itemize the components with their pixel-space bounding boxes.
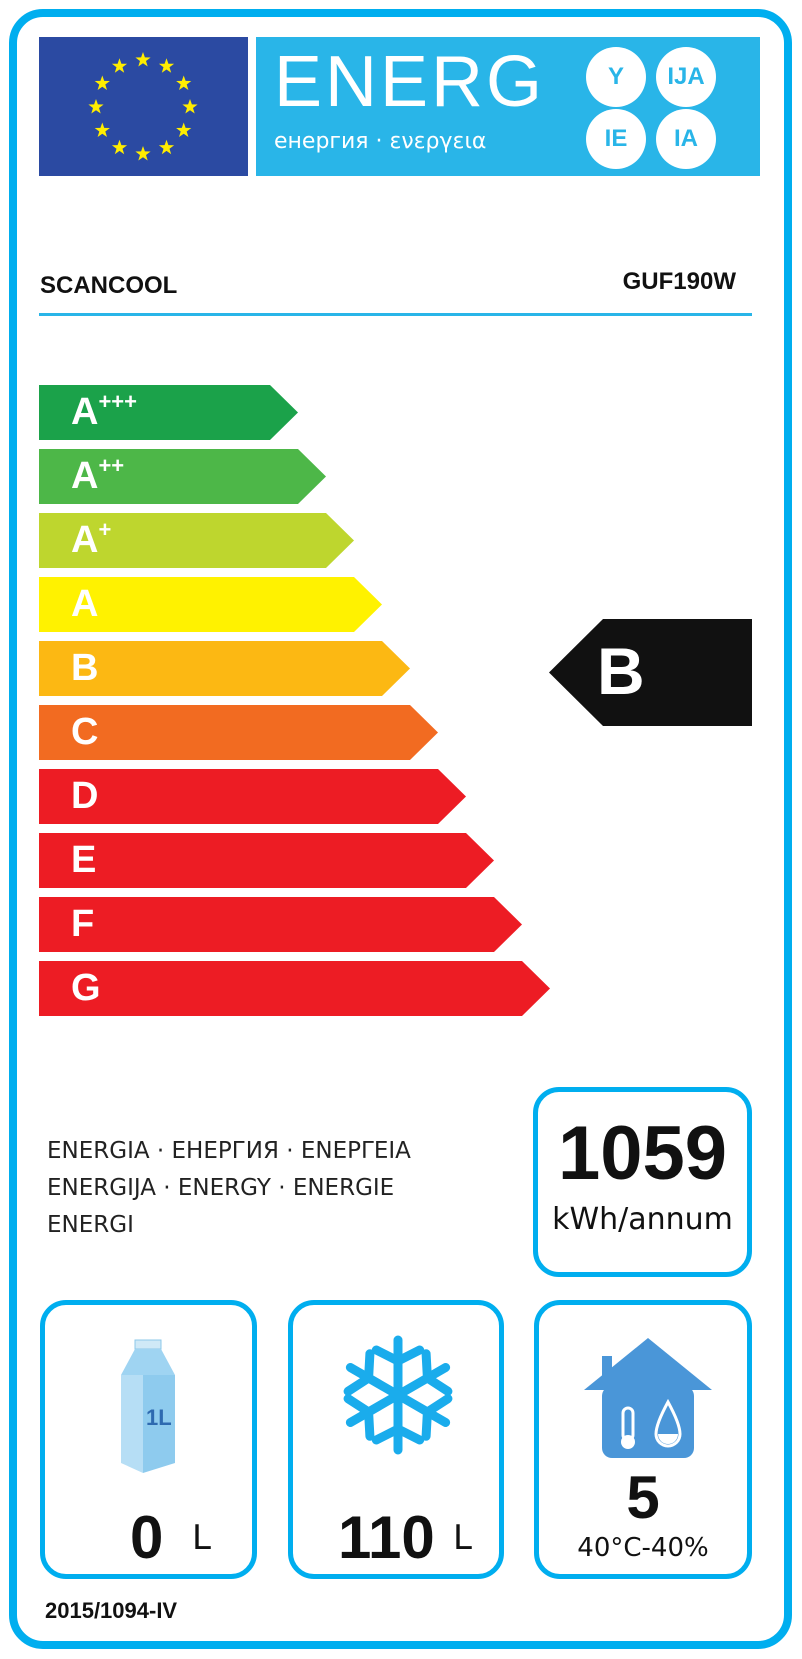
frozen-value: 110: [338, 1504, 435, 1571]
scale-bar: G: [39, 961, 550, 1016]
regulation-number: 2015/1094-IV: [45, 1598, 178, 1623]
suffix-ie: IE: [586, 109, 646, 169]
suffix-ia: IA: [656, 109, 716, 169]
star-icon: [88, 99, 104, 114]
scale-class-label: A+: [71, 517, 112, 561]
snowflake-arm: [393, 1349, 453, 1400]
star-icon: [135, 146, 151, 161]
scale-class-label: A+++: [71, 389, 137, 433]
eu-flag: [39, 37, 248, 176]
energy-word: ENERG: [274, 42, 546, 122]
star-icon: [182, 99, 198, 114]
snowflake-arm: [371, 1335, 425, 1400]
frozen-unit: L: [453, 1518, 472, 1558]
snowflake-icon: [343, 1335, 453, 1455]
scale-bar: E: [39, 833, 494, 888]
star-icon: [176, 75, 192, 90]
chilled-unit: L: [192, 1518, 211, 1558]
scale-bar: A++: [39, 449, 326, 504]
scale-class-label: G: [71, 967, 101, 1009]
scale-bar: B: [39, 641, 410, 696]
energy-text-line: ENERGIJA · ENERGY · ENERGIE: [47, 1175, 395, 1201]
scale-class-label: B: [71, 647, 99, 689]
energy-banner: ENERG енергия · ενεργεια Y IJA IE IA: [256, 37, 760, 176]
supplier-name: SCANCOOL: [40, 272, 178, 299]
scale-bar: A+: [39, 513, 354, 568]
energy-subtitle: енергия · ενεργεια: [274, 129, 487, 154]
chilled-value: 0: [130, 1504, 164, 1571]
scale-class-label: E: [71, 839, 97, 881]
star-icon: [111, 58, 128, 73]
milk-carton-icon: 1L: [121, 1339, 175, 1473]
star-icon: [176, 122, 192, 137]
star-icon: [135, 52, 151, 67]
suffix-y: Y: [586, 47, 646, 107]
star-icon: [158, 139, 175, 155]
divider: [39, 313, 752, 316]
climate-class: 5: [626, 1464, 660, 1531]
star-icon: [158, 58, 175, 73]
snowflake-arm: [343, 1390, 403, 1441]
snowflake-arm: [393, 1390, 453, 1441]
scale-class-label: A: [71, 583, 99, 625]
snowflake-arm: [371, 1390, 425, 1455]
energy-text-line: ENERGI: [47, 1212, 134, 1238]
scale-bar: C: [39, 705, 438, 760]
chilled-volume-box: 1L 0 L: [40, 1300, 257, 1579]
suffix-ija: IJA: [656, 47, 716, 107]
star-icon: [94, 75, 110, 90]
rating-class: B: [597, 634, 645, 708]
rating-arrow: B: [549, 619, 752, 726]
scale-class-label: A++: [71, 453, 125, 497]
label-frame: [9, 9, 792, 1649]
scale-bar: A+++: [39, 385, 298, 440]
carton-volume-text: 1L: [146, 1405, 172, 1430]
scale-class-label: D: [71, 775, 99, 817]
climate-condition: 40°C-40%: [577, 1533, 709, 1563]
climate-class-box: 5 40°C-40%: [534, 1300, 752, 1579]
eu-stars-icon: [88, 52, 198, 161]
scale-bar: F: [39, 897, 522, 952]
consumption-value: 1059: [557, 1111, 728, 1196]
consumption-unit: kWh/annum: [552, 1202, 733, 1237]
house-climate-icon: [584, 1338, 712, 1458]
frozen-volume-box: 110 L: [288, 1300, 504, 1579]
scale-bar: A: [39, 577, 382, 632]
star-icon: [94, 122, 110, 137]
scale-class-label: F: [71, 903, 95, 945]
scale-class-label: C: [71, 711, 99, 753]
energy-multilingual: ENERGIA · ЕНЕРГИЯ · ΕΝΕΡΓΕΙΑ ENERGIJA · …: [47, 1133, 411, 1244]
scale-bar: D: [39, 769, 466, 824]
snowflake-arm: [343, 1349, 403, 1400]
model-id: GUF190W: [622, 268, 736, 295]
energy-text-line: ENERGIA · ЕНЕРГИЯ · ΕΝΕΡΓΕΙΑ: [47, 1138, 411, 1164]
star-icon: [111, 139, 128, 155]
consumption-box: 1059 kWh/annum: [533, 1087, 752, 1277]
